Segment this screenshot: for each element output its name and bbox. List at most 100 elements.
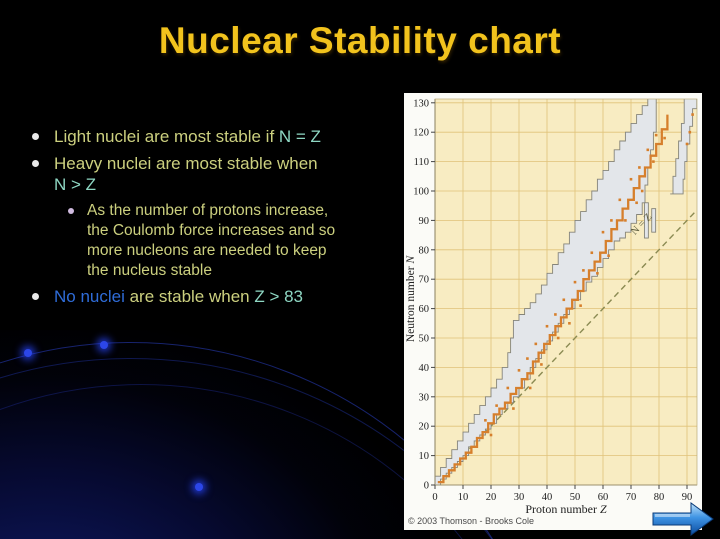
bullet-segment: the Coulomb force increases and so (87, 222, 336, 239)
bullet-segment: more nucleons are needed to keep (87, 242, 327, 259)
band-strip (643, 202, 649, 239)
isotope-dot (573, 280, 577, 284)
bullet-item: Heavy nuclei are most stable when N > Z (26, 153, 398, 195)
isotope-dot (484, 419, 487, 422)
bullet-item: Light nuclei are most stable if N = Z (26, 126, 398, 147)
isotope-dot (540, 363, 543, 366)
y-tick-label: 80 (419, 245, 430, 256)
y-tick-label: 50 (419, 334, 430, 345)
isotope-dot (528, 386, 532, 390)
x-tick-label: 10 (458, 492, 469, 503)
x-tick-label: 90 (682, 492, 693, 503)
isotope-dot (652, 160, 655, 163)
glow-dot-icon (24, 349, 32, 357)
y-tick-label: 90 (419, 216, 430, 227)
isotope-dot (495, 404, 498, 407)
bullet-segment: Light nuclei are most stable if (54, 127, 279, 146)
stability-chart: 0 10 20 30 40 50 60 70 80 90 100 110 120 130 0 10 20 30 40… (405, 98, 698, 526)
isotope-dot (607, 254, 610, 257)
isotope-dot (489, 433, 493, 437)
background-glow (0, 330, 440, 539)
bullet-dot-icon (32, 160, 39, 167)
upper-island-band (670, 99, 697, 195)
isotope-dot (554, 313, 557, 316)
isotope-dot (590, 251, 594, 255)
isotope-dot (685, 142, 689, 146)
isotope-dot (545, 324, 549, 328)
bullet-list: Light nuclei are most stable if N = Z Hea… (26, 126, 398, 313)
band-strip (651, 208, 657, 233)
x-tick-label: 50 (570, 492, 581, 503)
y-tick-label: 0 (424, 481, 429, 492)
isotope-dot (601, 230, 605, 234)
next-slide-button[interactable] (650, 499, 716, 539)
bullet-segment: N > Z (54, 175, 97, 194)
isotope-dot (512, 407, 515, 410)
bullet-segment: Z > 83 (254, 287, 304, 306)
isotope-dot (610, 219, 613, 222)
x-tick-label: 40 (542, 492, 553, 503)
bullet-segment: the nucleus stable (87, 262, 212, 279)
isotope-dot (638, 166, 641, 169)
glow-dot-icon (195, 483, 203, 491)
bullet-dot-icon (32, 293, 39, 300)
isotope-dot (582, 269, 585, 272)
bullet-segment: are stable when (124, 287, 255, 306)
line-of-stability (437, 114, 669, 484)
isotope-dot (568, 322, 571, 325)
isotope-dot (688, 130, 692, 134)
y-tick-label: 30 (419, 392, 430, 403)
y-tick-label: 10 (419, 451, 430, 462)
y-tick-label: 70 (419, 275, 430, 286)
isotope-dot (663, 136, 666, 140)
x-tick-label: 20 (486, 492, 497, 503)
x-axis-label: Proton number Z (525, 502, 607, 516)
stability-band-outline (435, 99, 657, 485)
x-tick-label: 30 (514, 492, 525, 503)
forward-arrow-icon (652, 502, 714, 536)
isotope-dot (579, 304, 582, 307)
isotope-dot (629, 177, 633, 181)
y-tick-label: 20 (419, 422, 430, 433)
bullet-item: As the number of protons increase, the Co… (62, 201, 398, 281)
isotope-dot (534, 342, 538, 346)
glow-dot-icon (100, 341, 108, 349)
y-tick-label: 60 (419, 304, 430, 315)
isotope-dot (640, 189, 644, 193)
isotope-dot (517, 369, 521, 372)
isotope-dot (596, 272, 599, 275)
bullet-segment: As the number of protons increase, (87, 202, 329, 219)
y-tick-label: 130 (413, 98, 429, 109)
isotope-dot (562, 298, 566, 302)
bullet-text: Light nuclei are most stable if N = Z (54, 126, 321, 147)
chart-copyright: © 2003 Thomson - Brooks Cole (408, 516, 534, 526)
isotope-dot (624, 219, 627, 222)
stability-chart-panel: 0 10 20 30 40 50 60 70 80 90 100 110 120 130 0 10 20 30 40… (404, 93, 702, 530)
y-tick-label: 110 (414, 157, 429, 168)
isotope-dot (556, 336, 560, 340)
y-tick-label: 100 (413, 187, 429, 198)
isotope-dot (526, 357, 529, 360)
isotope-dot (646, 148, 650, 152)
x-tick-label: 70 (626, 492, 637, 503)
bullet-dot-icon (68, 208, 74, 214)
slide-title: Nuclear Stability chart (158, 20, 562, 61)
bullet-segment: N = Z (278, 127, 321, 146)
bullet-dot-icon (32, 133, 39, 140)
y-tick-label: 120 (413, 128, 429, 139)
isotope-dot (654, 133, 658, 137)
x-tick-label: 80 (654, 492, 665, 503)
bullet-text: Heavy nuclei are most stable when N > Z (54, 153, 318, 195)
bullet-item: No nuclei are stable when Z > 83 (26, 286, 398, 307)
bullet-text: No nuclei are stable when Z > 83 (54, 286, 303, 307)
bullet-segment: Heavy nuclei are most stable when (54, 154, 318, 173)
bullet-text: As the number of protons increase, the Co… (87, 201, 335, 281)
isotope-dot (691, 113, 694, 116)
y-axis-label: Neutron number N (405, 255, 417, 343)
bullet-segment: No nuclei (54, 287, 125, 306)
x-tick-label: 60 (598, 492, 609, 503)
isotope-dot (618, 198, 622, 202)
isotope-dot (635, 201, 638, 205)
x-tick-label: 0 (432, 492, 437, 503)
